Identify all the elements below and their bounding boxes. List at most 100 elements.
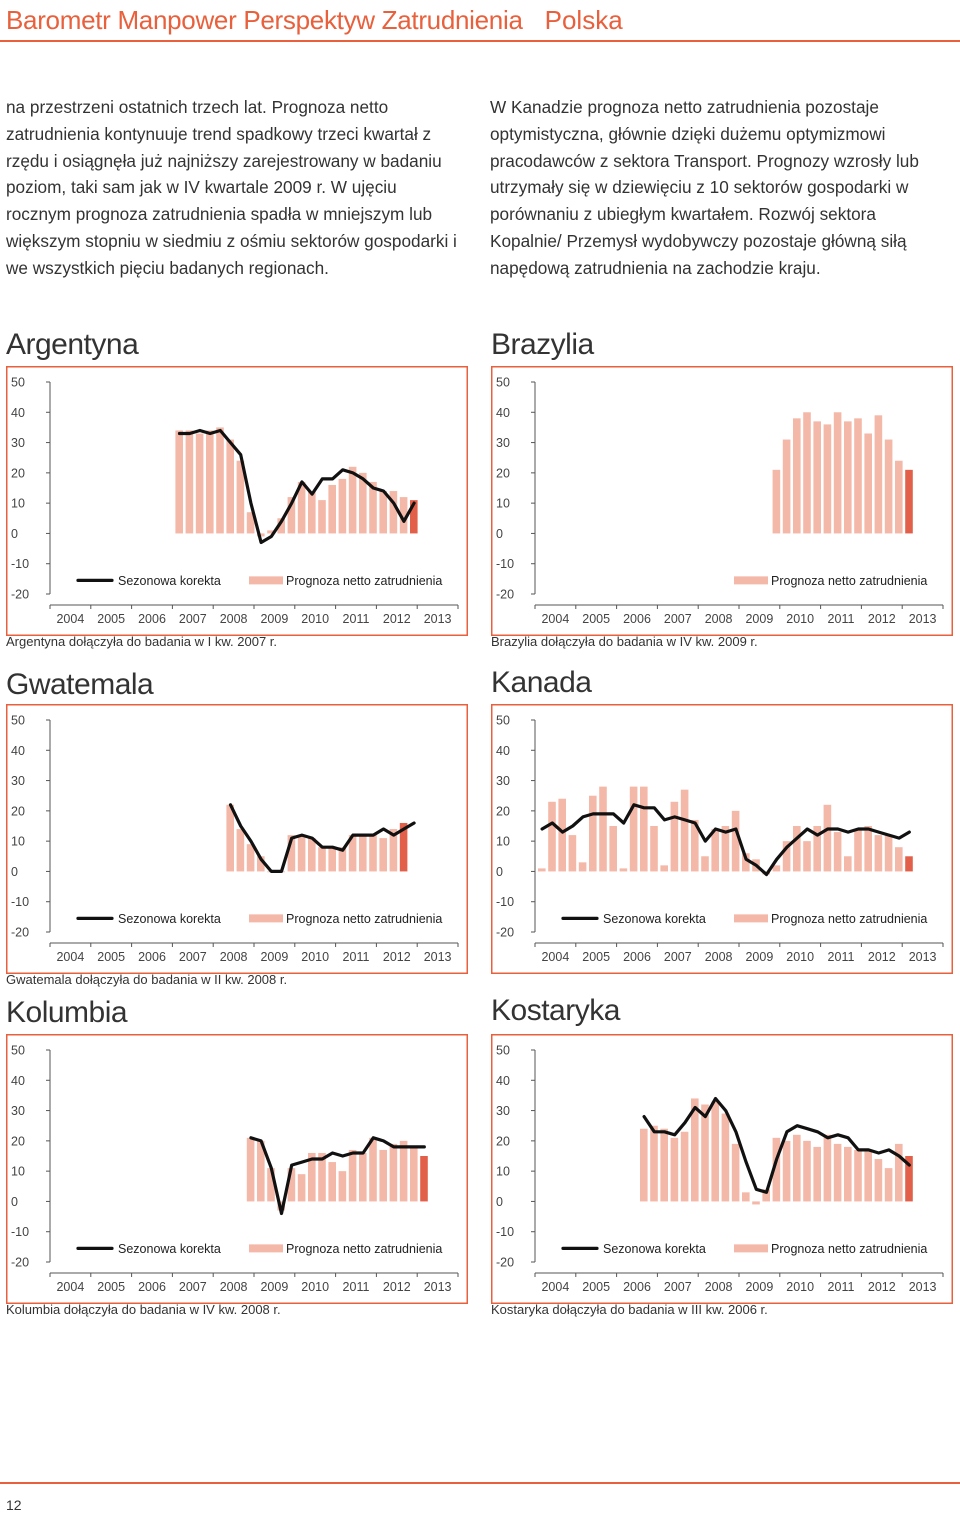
bar [895, 847, 903, 872]
bar [410, 1146, 418, 1202]
x-tick-label: 2011 [343, 1280, 370, 1294]
bar [348, 466, 357, 534]
bar [257, 533, 265, 537]
bar [359, 835, 367, 872]
chart-frame [6, 704, 468, 974]
bar [399, 822, 408, 872]
x-tick-label: 2008 [705, 950, 733, 964]
x-tick-label: 2005 [582, 950, 610, 964]
bar [359, 1152, 367, 1202]
bar [338, 1171, 347, 1202]
bar [752, 1201, 760, 1205]
bar [844, 421, 852, 534]
bar [195, 433, 204, 534]
bar [782, 439, 791, 534]
x-tick-label: 2008 [705, 612, 733, 626]
y-tick-label: 10 [496, 835, 510, 849]
bar [772, 865, 781, 872]
bar [389, 491, 398, 534]
chart-note: Brazylia dołączyła do badania w IV kw. 2… [491, 634, 758, 649]
bar [823, 1134, 832, 1202]
y-tick-label: 20 [496, 1134, 510, 1148]
bar [701, 1104, 709, 1202]
bar [389, 829, 398, 872]
bar [267, 1168, 275, 1202]
bar [670, 1137, 679, 1202]
bar [359, 472, 367, 534]
bar [226, 804, 234, 872]
x-tick-label: 2007 [179, 612, 207, 626]
bar [650, 826, 658, 872]
y-tick-label: 10 [11, 835, 25, 849]
x-tick-label: 2006 [623, 612, 651, 626]
x-tick-label: 2012 [383, 950, 411, 964]
body-paragraph-right: W Kanadzie prognoza netto zatrudnienia p… [490, 97, 919, 278]
footer-rule [0, 1482, 960, 1484]
bar [257, 856, 265, 872]
y-tick-label: 10 [496, 1165, 510, 1179]
y-tick-label: 40 [11, 406, 25, 420]
legend-bar-swatch [249, 1244, 283, 1253]
x-tick-label: 2006 [138, 612, 166, 626]
bar [287, 835, 296, 872]
bar [369, 481, 377, 534]
legend-bar-label: Prognoza netto zatrudnienia [286, 574, 442, 588]
y-tick-label: 40 [11, 744, 25, 758]
bar [257, 1140, 265, 1202]
y-tick-label: 10 [11, 497, 25, 511]
bar [864, 826, 872, 872]
y-tick-label: 30 [11, 1104, 25, 1118]
bar [379, 491, 387, 534]
bar [742, 853, 750, 872]
bar [854, 1149, 862, 1202]
bar [660, 865, 668, 872]
bar [803, 1140, 811, 1202]
bar [793, 418, 801, 534]
bar [895, 460, 903, 534]
legend-line-label: Sezonowa korekta [603, 912, 706, 926]
x-tick-label: 2013 [909, 612, 937, 626]
bar [297, 835, 306, 872]
y-tick-label: -10 [11, 557, 29, 571]
bar [420, 1156, 428, 1202]
bar [762, 1189, 770, 1202]
bar [874, 835, 883, 872]
x-tick-label: 2008 [220, 1280, 248, 1294]
bar [308, 491, 316, 534]
bar [772, 469, 781, 534]
y-tick-label: 50 [11, 1044, 25, 1058]
bar [701, 856, 709, 872]
x-tick-label: 2013 [424, 1280, 452, 1294]
x-tick-label: 2010 [786, 950, 814, 964]
page-number: 12 [6, 1497, 22, 1513]
bar [308, 1152, 316, 1202]
bar [680, 1131, 689, 1202]
bar [328, 1162, 336, 1202]
bar [379, 1149, 387, 1202]
bar [369, 835, 377, 872]
x-tick-label: 2004 [541, 950, 569, 964]
header-country: Polska [544, 4, 623, 35]
bar [640, 786, 648, 872]
bar [833, 832, 842, 872]
bar [206, 430, 214, 534]
x-tick-label: 2009 [260, 1280, 288, 1294]
bar [711, 1101, 719, 1202]
chart-title: Kolumbia [6, 996, 128, 1029]
legend-line-label: Sezonowa korekta [118, 912, 221, 926]
chart-title: Kanada [491, 666, 592, 699]
bar [711, 829, 719, 872]
bar [833, 412, 842, 534]
x-tick-label: 2008 [220, 950, 248, 964]
bar [246, 1137, 255, 1202]
y-tick-label: 40 [496, 406, 510, 420]
bar [185, 430, 194, 534]
bar [369, 1137, 377, 1202]
y-tick-label: -20 [11, 926, 29, 940]
bar [175, 430, 183, 534]
text-column-right: W Kanadzie prognoza netto zatrudnienia p… [490, 94, 945, 282]
x-tick-label: 2004 [56, 1280, 84, 1294]
y-tick-label: 20 [496, 804, 510, 818]
